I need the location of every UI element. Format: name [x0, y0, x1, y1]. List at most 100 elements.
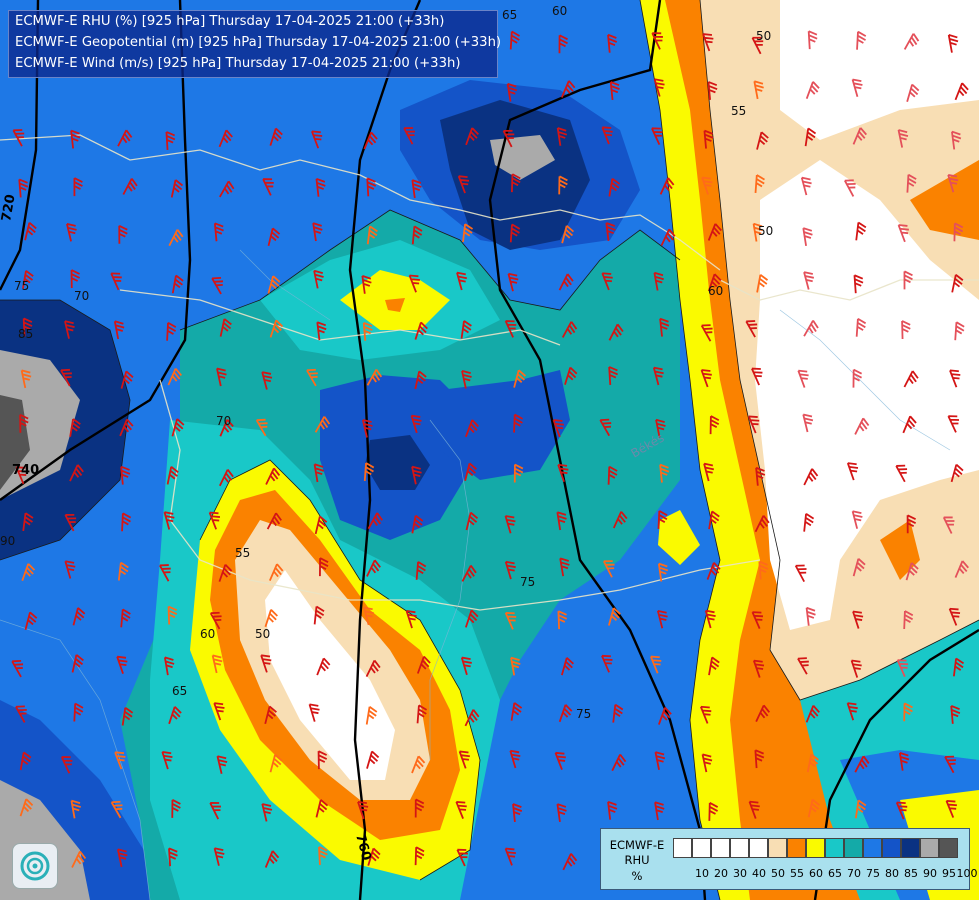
legend-tick-label: 65 [828, 867, 842, 880]
wind-barb [754, 515, 770, 533]
wind-barb [800, 176, 812, 196]
contour-label: 65 [502, 8, 517, 22]
contour-label: 55 [235, 546, 250, 560]
wind-barb [318, 846, 328, 865]
wind-barb [261, 371, 273, 390]
wind-barb [119, 418, 134, 437]
wind-barb [64, 320, 75, 339]
wind-barb [314, 515, 328, 535]
wind-barb [262, 178, 274, 196]
wind-barb [312, 222, 323, 242]
wind-barb [599, 418, 612, 437]
wind-barb [113, 320, 125, 340]
wind-barb [168, 229, 184, 247]
contour-label: 70 [74, 289, 89, 303]
wind-barb [653, 78, 665, 97]
wind-barb [269, 127, 283, 146]
swirl-icon [20, 851, 50, 881]
contour-label: 55 [731, 104, 746, 118]
wind-barb [556, 803, 567, 823]
wind-barb [954, 560, 969, 578]
wind-barb [460, 320, 472, 339]
legend-tick-label: 100 [956, 867, 978, 880]
wind-barb [209, 611, 222, 630]
wind-barb [168, 847, 178, 867]
wind-barb [70, 799, 81, 819]
wind-barb [748, 800, 760, 819]
wind-barb [213, 847, 225, 866]
wind-barb [654, 801, 665, 821]
wind-barb [758, 560, 769, 580]
wind-barb [895, 801, 908, 820]
wind-barb [658, 707, 672, 725]
legend-swatch [787, 838, 806, 858]
wind-barb [852, 610, 864, 629]
wind-barb [462, 223, 474, 243]
wind-barb [952, 657, 965, 677]
wind-barb [557, 610, 568, 630]
wind-barb [167, 367, 183, 386]
wind-barb [951, 274, 964, 293]
wind-barb [652, 366, 664, 386]
wind-barb [120, 370, 134, 389]
wind-barb [510, 173, 521, 193]
wind-barb [942, 516, 955, 534]
wind-barb [465, 609, 479, 628]
wind-barb [558, 704, 573, 723]
legend-swatch [844, 838, 863, 858]
wind-barb [465, 511, 479, 531]
contour-label: 60 [200, 627, 215, 641]
ecmwf-logo [12, 843, 58, 889]
legend-swatch [882, 838, 901, 858]
wind-barb [260, 654, 272, 673]
wind-barb [708, 656, 720, 676]
wind-barb [510, 702, 523, 721]
wind-barb [22, 512, 34, 532]
wind-barb [269, 319, 284, 338]
wind-barb [950, 705, 961, 724]
legend-swatch [730, 838, 749, 858]
wind-barb [852, 127, 867, 145]
legend-swatch [901, 838, 920, 858]
wind-barb [120, 465, 131, 485]
wind-barb [366, 225, 378, 245]
wind-barb [854, 417, 870, 435]
legend-swatch [939, 838, 958, 858]
wind-barb [707, 223, 722, 241]
wind-barb [947, 174, 959, 193]
wind-barb [209, 802, 221, 820]
wind-barb [660, 228, 676, 246]
wind-barb [701, 176, 713, 195]
wind-barb [611, 753, 627, 772]
wind-barb [411, 514, 424, 534]
wind-barb [416, 655, 431, 674]
wind-barb [71, 850, 87, 868]
contour-label: 50 [758, 224, 773, 238]
wind-barb [171, 418, 185, 437]
wind-barb [15, 466, 27, 485]
wind-barb [168, 706, 182, 725]
wind-barb [161, 751, 173, 770]
wind-barb [20, 369, 32, 389]
wind-barb [456, 271, 467, 291]
wind-barb [905, 562, 919, 581]
wind-barb [805, 81, 820, 99]
wind-barb [852, 368, 863, 388]
wind-barb [24, 221, 37, 241]
wind-barb [709, 415, 720, 435]
wind-barb [455, 801, 467, 819]
wind-barb [802, 413, 814, 433]
wind-barb [851, 78, 863, 98]
wind-barb [165, 131, 176, 150]
wind-barb [558, 175, 568, 195]
wind-barb [315, 799, 329, 818]
wind-barb [754, 174, 765, 194]
wind-barb [116, 848, 128, 868]
wind-barb [944, 755, 956, 774]
wind-barb [213, 702, 225, 721]
wind-barb [807, 30, 818, 50]
wind-barb [216, 755, 228, 774]
wind-barb [751, 611, 764, 630]
geopotential-label: 720 [0, 193, 19, 222]
wind-barb [118, 224, 128, 244]
